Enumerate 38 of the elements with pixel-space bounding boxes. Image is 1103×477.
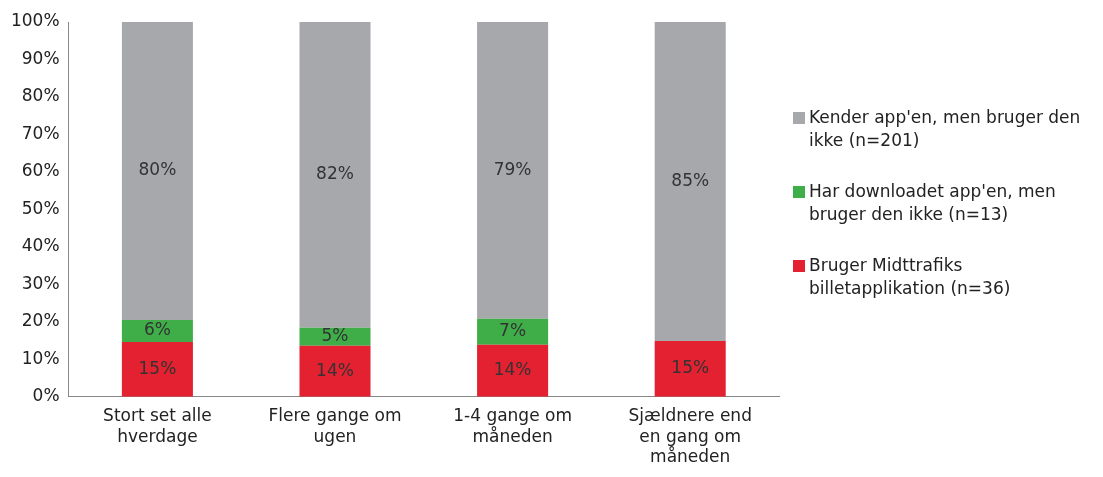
bar: [299, 345, 371, 397]
x-tick-label: Sjældnere end en gang om måneden: [628, 405, 752, 467]
data-label: 14%: [493, 359, 532, 380]
bar: [477, 318, 549, 345]
y-tick-label: 50%: [21, 197, 60, 218]
y-tick-label: 40%: [21, 235, 60, 256]
bar: [121, 342, 193, 397]
data-label: 14%: [316, 359, 354, 380]
bar: [654, 22, 726, 341]
legend-label: Kender app'en, men bruger den ikke (n=201): [809, 106, 1082, 152]
y-tick-label: 70%: [21, 122, 60, 143]
y-tick-label: 100%: [10, 10, 60, 31]
legend-label: Har downloadet app'en, men bruger den ikke (n=13): [809, 180, 1057, 226]
bar: [299, 22, 371, 328]
y-tick-label: 30%: [21, 272, 60, 293]
y-tick-label: 90%: [21, 47, 60, 68]
data-label: 85%: [671, 169, 710, 190]
data-label: 80%: [138, 159, 177, 180]
y-tick-label: 60%: [21, 160, 60, 181]
bar: [654, 340, 726, 397]
data-label: 6%: [143, 319, 171, 340]
data-label: 5%: [321, 325, 349, 346]
data-label: 79%: [493, 158, 532, 179]
y-tick-label: 80%: [21, 85, 60, 106]
legend-label: Bruger Midttrafiks billetapplikation (n=36): [809, 254, 1012, 300]
data-label: 15%: [671, 357, 710, 378]
x-tick-label: 1-4 gange om måneden: [453, 405, 572, 446]
data-label: 7%: [499, 320, 527, 341]
bar: [477, 344, 549, 397]
y-tick-label: 10%: [21, 347, 60, 368]
x-tick-label: Stort set alle hverdage: [103, 405, 212, 446]
data-label: 15%: [138, 357, 177, 378]
data-label: 82%: [316, 163, 354, 184]
y-tick-label: 20%: [21, 310, 60, 331]
y-tick-label: 0%: [32, 385, 60, 406]
bar: [121, 22, 193, 320]
bar: [477, 22, 549, 319]
x-tick-label: Flere gange om ugen: [268, 405, 402, 446]
